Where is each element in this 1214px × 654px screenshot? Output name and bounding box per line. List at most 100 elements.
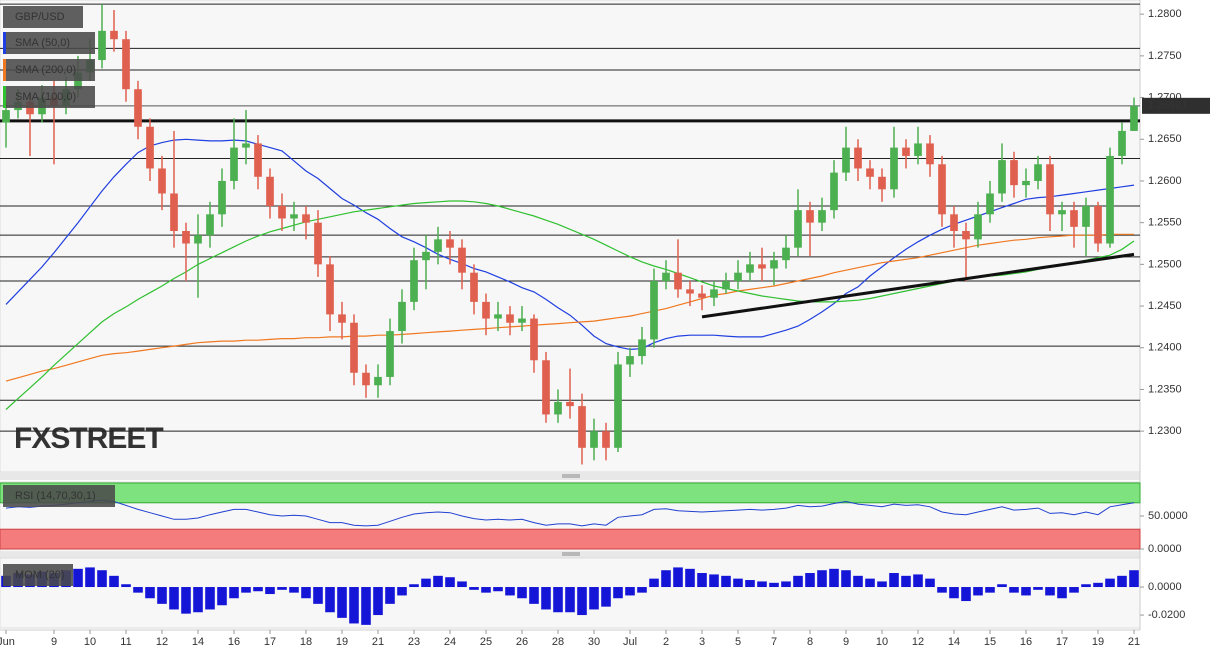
x-tick-label: 16 — [228, 636, 240, 648]
candle-body — [806, 210, 814, 223]
mom-bar — [109, 575, 119, 588]
candle-body — [650, 281, 658, 340]
legend-box — [3, 485, 115, 507]
candle-body — [962, 230, 970, 240]
oversold-zone — [0, 528, 1141, 550]
y-tick-label: 1.2450 — [1148, 300, 1182, 312]
candle-body — [518, 318, 526, 323]
mom-bar — [457, 581, 467, 588]
candle-body — [1094, 205, 1102, 244]
candle-body — [362, 372, 370, 386]
legend-label: SMA (100,0) — [15, 91, 76, 103]
mom-bar — [97, 570, 107, 588]
legend-label: SMA (200,0) — [15, 64, 76, 76]
mom-bar — [349, 587, 359, 624]
candle-body — [170, 193, 178, 231]
mom-bar — [445, 577, 455, 588]
candle-body — [206, 214, 214, 236]
mom-bar — [1081, 584, 1091, 588]
mom-bar — [301, 587, 311, 599]
candle-body — [218, 180, 226, 215]
mom-bar — [577, 587, 587, 616]
candle-body — [590, 431, 598, 448]
x-tick-label: 9 — [51, 636, 57, 648]
candle-body — [914, 143, 922, 156]
x-tick-label: 7 — [771, 636, 777, 648]
mom-bar — [589, 587, 599, 610]
x-tick-label: 19 — [336, 636, 348, 648]
legend-box — [3, 86, 95, 108]
trendline — [701, 252, 1135, 319]
mom-bar — [217, 587, 227, 606]
mom-bar — [529, 587, 539, 604]
mom-bar — [961, 587, 971, 602]
candle-body — [662, 272, 670, 282]
x-tick-label: 12 — [156, 636, 168, 648]
candle-body — [722, 281, 730, 290]
mom-bar — [553, 587, 563, 613]
splitter[interactable] — [0, 472, 1140, 480]
candle-body — [422, 251, 430, 261]
mom-bar — [637, 587, 647, 593]
candle-body — [530, 318, 538, 361]
candle-body — [938, 164, 946, 215]
x-tick-label: 5 — [735, 636, 741, 648]
candle-body — [1046, 164, 1054, 215]
mom-bar — [1045, 587, 1055, 596]
x-tick-label: 21 — [1128, 636, 1140, 648]
candle-body — [2, 110, 10, 123]
candle-body — [638, 339, 646, 357]
x-tick-label: 18 — [300, 636, 312, 648]
x-tick-label: 14 — [192, 636, 204, 648]
candle-body — [1070, 210, 1078, 227]
mom-bar — [1021, 587, 1031, 596]
candle-body — [710, 289, 718, 298]
legend-label: MOM (20) — [15, 569, 65, 581]
y-tick-label: 1.2550 — [1148, 217, 1182, 229]
x-tick-label: 14 — [948, 636, 960, 648]
legend-label: RSI (14,70,30,1) — [15, 490, 96, 502]
mom-bar — [361, 587, 371, 625]
mom-bar — [289, 587, 299, 593]
x-tick-label: 16 — [1020, 636, 1032, 648]
mom-bar — [397, 587, 407, 596]
candle-body — [1106, 155, 1114, 244]
candle-body — [890, 147, 898, 190]
y-tick-label: 1.2500 — [1148, 258, 1182, 270]
candle-body — [314, 222, 322, 265]
candle-body — [554, 401, 562, 415]
candle-body — [830, 172, 838, 211]
x-tick-label: 11 — [120, 636, 131, 648]
candle-body — [698, 293, 706, 298]
sma-line — [5, 233, 1134, 382]
candle-body — [398, 301, 406, 332]
overbought-zone — [0, 482, 1141, 504]
candle-body — [686, 289, 694, 294]
candle-body — [482, 301, 490, 319]
x-tick-label: 26 — [516, 636, 528, 648]
legend-box — [3, 564, 73, 586]
mom-bar — [769, 582, 779, 588]
candle-body — [350, 322, 358, 373]
mom-bar — [745, 580, 755, 588]
mom-bar — [229, 587, 239, 599]
mom-bar — [829, 568, 839, 588]
candle-body — [878, 176, 886, 190]
mom-bar — [373, 587, 383, 616]
candle-body — [566, 401, 574, 407]
candle-body — [1010, 160, 1018, 186]
mom-bar — [709, 574, 719, 588]
mom-bar — [157, 587, 167, 604]
x-tick-label: 17 — [264, 636, 276, 648]
candle-body — [674, 272, 682, 290]
candle-body — [302, 214, 310, 223]
mom-bar — [337, 587, 347, 618]
last-price-label: 1.26901 — [1148, 100, 1188, 112]
legend-label: SMA (50,0) — [15, 37, 70, 49]
mom-bar — [181, 587, 191, 614]
y-tick-label: 0.0000 — [1148, 581, 1182, 593]
legend-box — [3, 59, 95, 81]
x-tick-label: 10 — [876, 636, 888, 648]
mom-bar — [145, 587, 155, 599]
candle-body — [470, 272, 478, 302]
